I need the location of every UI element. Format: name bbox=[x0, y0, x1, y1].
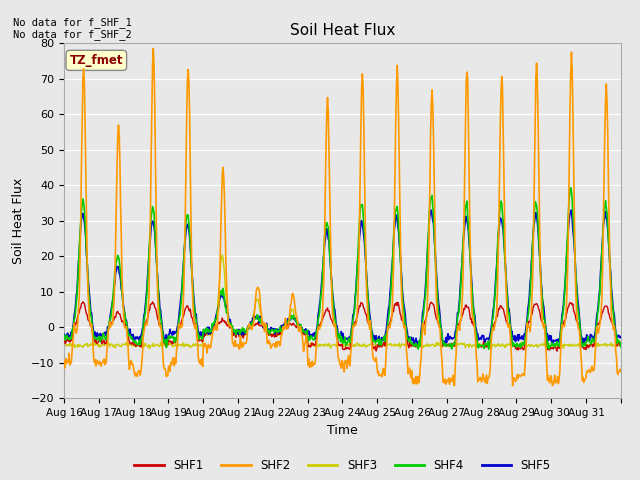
SHF1 bbox=[60, 338, 68, 344]
SHF5 bbox=[415, 342, 423, 348]
Text: No data for f_SHF_2: No data for f_SHF_2 bbox=[13, 29, 132, 40]
SHF5 bbox=[568, 207, 575, 213]
SHF5 bbox=[400, 300, 408, 306]
SHF3 bbox=[278, 327, 285, 333]
SHF2 bbox=[277, 334, 285, 339]
SHF2 bbox=[401, 325, 408, 331]
SHF3 bbox=[146, 346, 154, 351]
SHF3 bbox=[401, 342, 409, 348]
Line: SHF5: SHF5 bbox=[64, 210, 621, 345]
Y-axis label: Soil Heat Flux: Soil Heat Flux bbox=[12, 178, 25, 264]
Line: SHF2: SHF2 bbox=[64, 48, 621, 385]
SHF5 bbox=[276, 326, 284, 332]
SHF3 bbox=[60, 344, 68, 349]
SHF4 bbox=[276, 324, 284, 330]
SHF5 bbox=[432, 257, 440, 263]
SHF4 bbox=[567, 185, 575, 191]
Line: SHF1: SHF1 bbox=[64, 302, 621, 351]
Text: TZ_fmet: TZ_fmet bbox=[70, 54, 123, 67]
SHF1 bbox=[79, 299, 86, 305]
SHF2 bbox=[60, 358, 68, 363]
SHF2 bbox=[228, 340, 236, 346]
SHF4 bbox=[60, 332, 68, 338]
SHF1 bbox=[432, 313, 440, 319]
SHF1 bbox=[256, 323, 264, 329]
SHF5 bbox=[617, 335, 625, 341]
SHF1 bbox=[553, 348, 561, 354]
SHF1 bbox=[228, 328, 236, 334]
SHF2 bbox=[256, 297, 264, 303]
SHF4 bbox=[431, 247, 439, 252]
SHF1 bbox=[277, 328, 285, 334]
SHF5 bbox=[60, 331, 68, 337]
SHF3 bbox=[433, 339, 440, 345]
SHF3 bbox=[617, 342, 625, 348]
SHF3 bbox=[229, 329, 237, 335]
SHF4 bbox=[485, 346, 493, 352]
SHF3 bbox=[218, 252, 226, 258]
SHF2 bbox=[432, 266, 440, 272]
Legend: SHF1, SHF2, SHF3, SHF4, SHF5: SHF1, SHF2, SHF3, SHF4, SHF5 bbox=[129, 454, 556, 477]
SHF2 bbox=[125, 366, 133, 372]
Text: No data for f_SHF_1: No data for f_SHF_1 bbox=[13, 17, 132, 28]
SHF1 bbox=[401, 324, 408, 330]
SHF5 bbox=[125, 331, 133, 336]
SHF4 bbox=[255, 318, 263, 324]
SHF5 bbox=[228, 324, 236, 330]
SHF4 bbox=[125, 332, 133, 337]
SHF5 bbox=[255, 320, 263, 326]
SHF1 bbox=[126, 340, 134, 346]
SHF3 bbox=[257, 310, 264, 316]
SHF1 bbox=[617, 340, 625, 346]
SHF2 bbox=[617, 369, 625, 374]
SHF4 bbox=[228, 326, 236, 332]
Line: SHF4: SHF4 bbox=[64, 188, 621, 349]
SHF2 bbox=[150, 46, 157, 51]
X-axis label: Time: Time bbox=[327, 424, 358, 437]
SHF4 bbox=[400, 307, 408, 313]
SHF4 bbox=[617, 344, 625, 350]
SHF2 bbox=[509, 383, 516, 388]
Title: Soil Heat Flux: Soil Heat Flux bbox=[290, 23, 395, 38]
SHF3 bbox=[125, 342, 133, 348]
Line: SHF3: SHF3 bbox=[64, 255, 621, 348]
